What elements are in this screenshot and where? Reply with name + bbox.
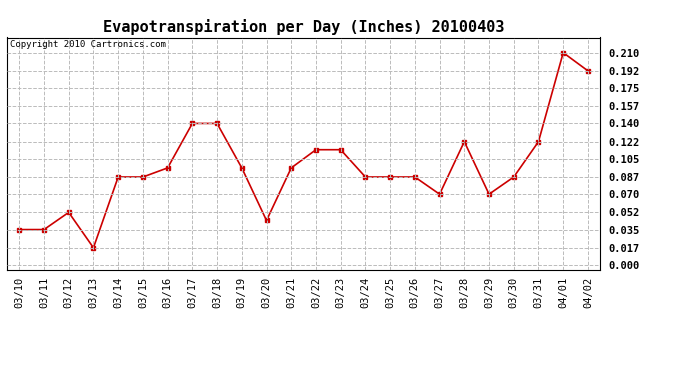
Title: Evapotranspiration per Day (Inches) 20100403: Evapotranspiration per Day (Inches) 2010… [103, 19, 504, 35]
Text: Copyright 2010 Cartronics.com: Copyright 2010 Cartronics.com [10, 40, 166, 49]
